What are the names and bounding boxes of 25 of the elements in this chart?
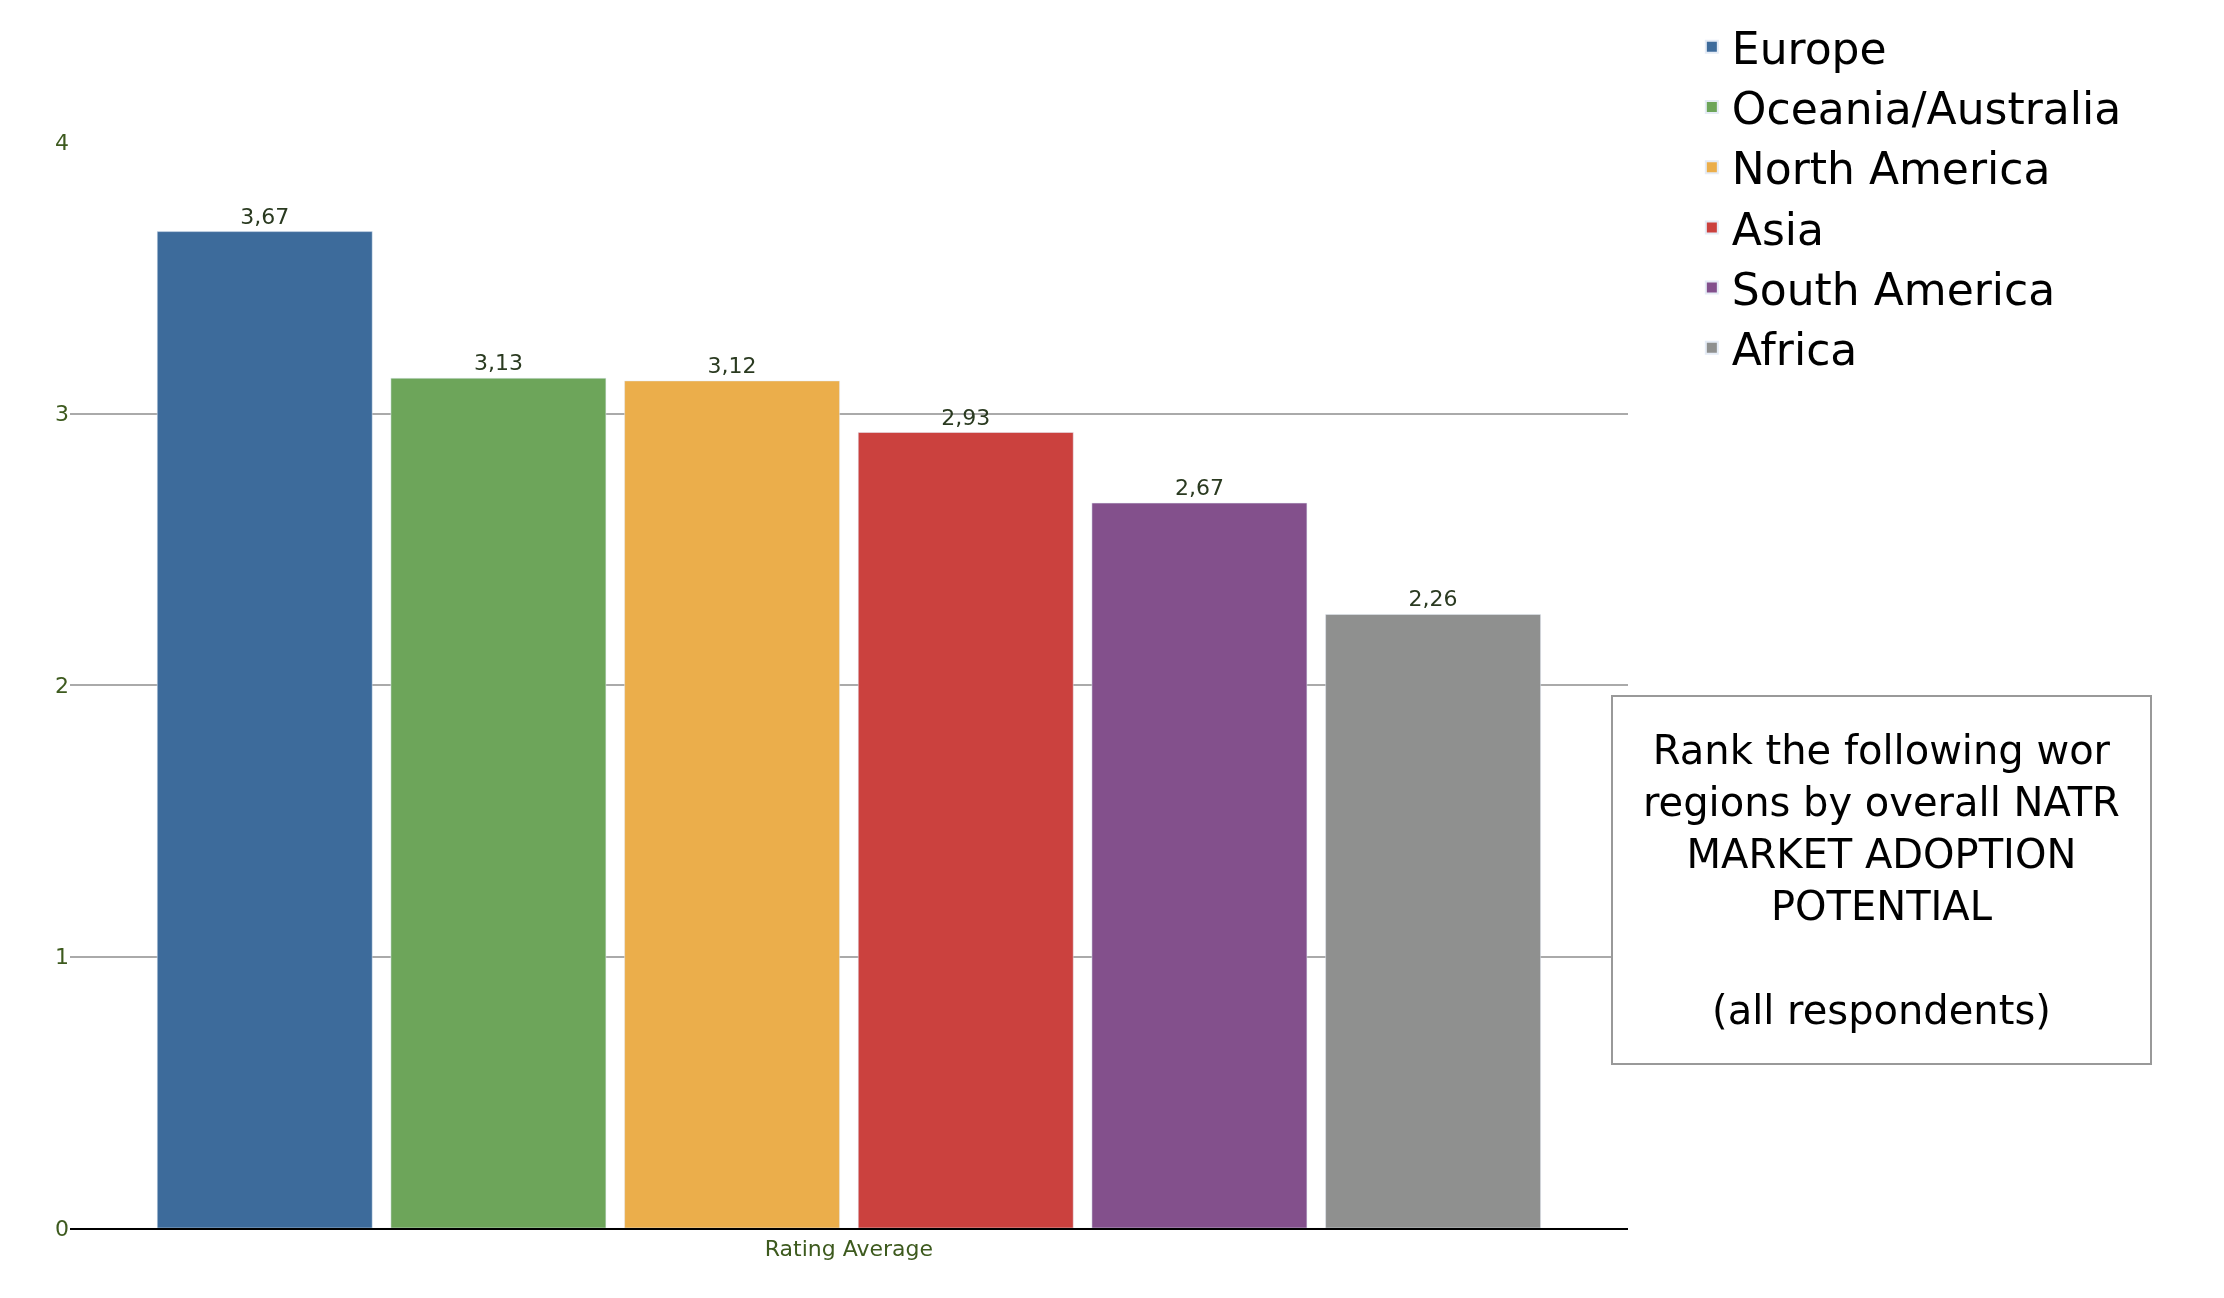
data-label: 2,26 <box>1408 586 1458 612</box>
data-label: 3,12 <box>707 352 757 378</box>
data-label: 2,67 <box>1174 475 1224 501</box>
legend-label: Europe <box>1731 22 1887 74</box>
legend-label: Oceania/Australia <box>1731 83 2122 135</box>
y-tick-label: 1 <box>55 944 69 970</box>
bar <box>156 231 373 1228</box>
text: Rank the following wor regions by overall NATR MARKET ADOPTION POTENTIAL (all respondents) <box>1643 727 2120 1033</box>
y-tick-label: 2 <box>55 672 69 698</box>
x-tick-label: Rating Average <box>764 1236 934 1262</box>
y-tick-label: 3 <box>55 401 69 427</box>
y-tick-label: 4 <box>55 129 69 155</box>
bar <box>858 432 1074 1228</box>
legend-label: Africa <box>1731 323 1858 375</box>
y-tick-label: 0 <box>55 1215 69 1241</box>
legend-label: North America <box>1731 143 2051 195</box>
data-label: 2,93 <box>941 404 991 430</box>
bar <box>1091 502 1308 1228</box>
data-label: 3,13 <box>473 350 523 376</box>
data-label: 3,67 <box>240 203 290 229</box>
legend-label: South America <box>1731 263 2056 315</box>
bar <box>1325 614 1541 1228</box>
bar <box>624 380 840 1228</box>
legend-label: Asia <box>1731 203 1825 255</box>
bar <box>390 377 607 1228</box>
